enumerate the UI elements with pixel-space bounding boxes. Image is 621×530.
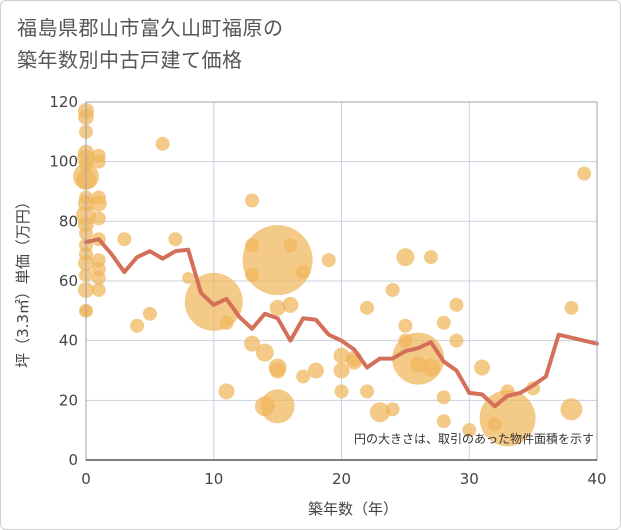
x-tick-label-30: 30 bbox=[460, 470, 479, 488]
data-point-46 bbox=[269, 299, 286, 316]
data-point-38 bbox=[218, 383, 235, 400]
trend-line-group bbox=[84, 237, 599, 409]
data-point-24 bbox=[91, 211, 106, 226]
data-point-76 bbox=[449, 297, 464, 312]
data-point-55 bbox=[321, 253, 336, 268]
data-point-64 bbox=[385, 282, 400, 297]
data-point-33 bbox=[155, 136, 170, 151]
data-point-62 bbox=[360, 384, 375, 399]
y-tick-label-40: 40 bbox=[59, 332, 78, 350]
data-point-34 bbox=[168, 232, 183, 247]
data-point-45 bbox=[242, 225, 313, 296]
data-point-42 bbox=[244, 335, 261, 352]
data-point-21 bbox=[91, 154, 106, 169]
data-point-28 bbox=[91, 271, 106, 286]
y-tick-label-0: 0 bbox=[68, 451, 78, 469]
data-point-53 bbox=[296, 369, 311, 384]
data-point-50 bbox=[283, 238, 298, 253]
data-point-63 bbox=[369, 402, 390, 423]
data-point-73 bbox=[436, 315, 451, 330]
data-point-31 bbox=[130, 318, 145, 333]
data-point-43 bbox=[255, 343, 274, 362]
data-point-79 bbox=[474, 359, 491, 376]
data-point-37 bbox=[219, 315, 234, 330]
chart-title: 福島県郡山市富久山町福原の 築年数別中古戸建て価格 bbox=[17, 12, 284, 76]
y-axis-label: 坪（3.3㎡）単価（万円） bbox=[14, 194, 32, 368]
data-point-72 bbox=[421, 358, 440, 377]
data-point-74 bbox=[436, 390, 451, 405]
x-tick-label-10: 10 bbox=[204, 470, 223, 488]
y-tick-label-20: 20 bbox=[59, 391, 78, 409]
data-point-48 bbox=[269, 362, 286, 379]
data-point-36 bbox=[184, 272, 243, 331]
chart-title-line-2: 築年数別中古戸建て価格 bbox=[17, 48, 243, 72]
data-point-84 bbox=[564, 300, 579, 315]
data-point-78 bbox=[462, 423, 477, 438]
data-point-65 bbox=[385, 402, 400, 417]
data-point-29 bbox=[91, 282, 106, 297]
data-point-58 bbox=[334, 384, 349, 399]
data-point-54 bbox=[307, 362, 324, 379]
data-point-77 bbox=[449, 333, 464, 348]
data-point-67 bbox=[398, 318, 413, 333]
x-tick-label-0: 0 bbox=[81, 470, 91, 488]
data-point-39 bbox=[245, 193, 260, 208]
data-point-61 bbox=[360, 300, 375, 315]
data-point-51 bbox=[282, 296, 299, 313]
chart-title-line-1: 福島県郡山市富久山町福原の bbox=[17, 16, 284, 40]
data-point-75 bbox=[436, 414, 451, 429]
y-tick-label-120: 120 bbox=[49, 93, 78, 111]
axes bbox=[85, 101, 598, 461]
data-point-52 bbox=[296, 265, 311, 280]
data-point-30 bbox=[117, 232, 132, 247]
data-point-57 bbox=[333, 362, 350, 379]
data-point-66 bbox=[396, 248, 415, 267]
data-point-56 bbox=[333, 347, 350, 364]
data-point-23 bbox=[90, 195, 107, 212]
x-tick-label-40: 40 bbox=[587, 470, 606, 488]
size-note: 円の大きさは、取引のあった物件面積を示す bbox=[354, 431, 594, 446]
trend-line bbox=[84, 237, 599, 409]
tick-labels: 0 20 40 60 80 100 120 0 10 20 30 40 bbox=[49, 93, 606, 488]
data-point-71 bbox=[423, 250, 438, 265]
y-tick-label-60: 60 bbox=[59, 272, 78, 290]
data-point-35 bbox=[182, 272, 195, 285]
x-axis-label: 築年数（年） bbox=[308, 500, 398, 518]
x-tick-label-20: 20 bbox=[332, 470, 351, 488]
y-tick-label-100: 100 bbox=[49, 153, 78, 171]
y-tick-label-80: 80 bbox=[59, 212, 78, 230]
data-point-86 bbox=[577, 166, 592, 181]
data-point-49 bbox=[260, 389, 295, 424]
data-point-85 bbox=[560, 398, 583, 421]
data-point-32 bbox=[142, 306, 157, 321]
